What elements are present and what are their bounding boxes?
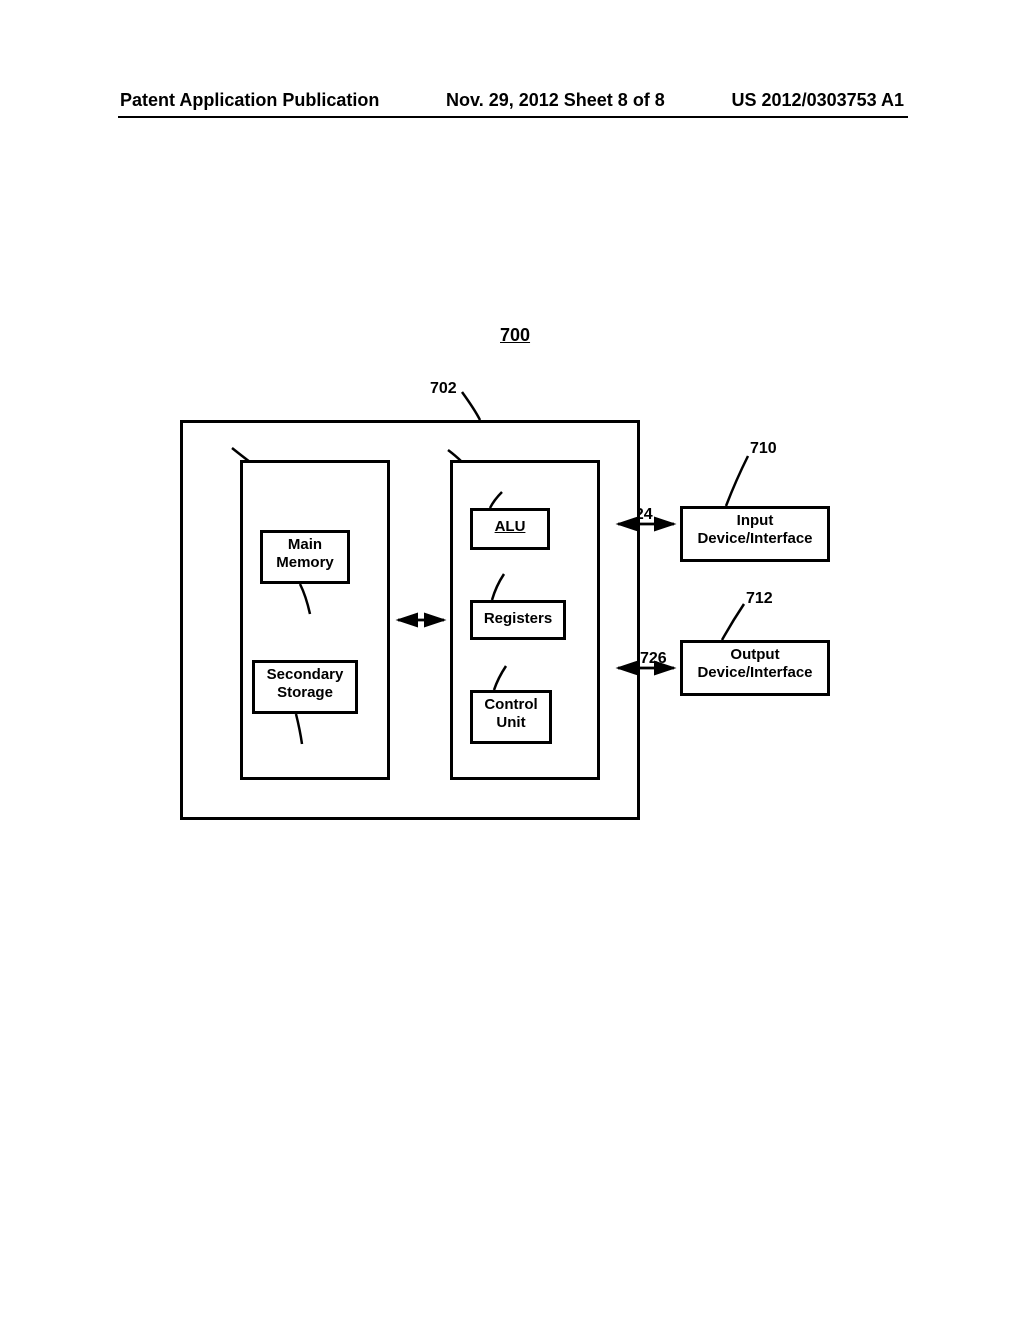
label-input-device: Input Device/Interface <box>680 512 830 548</box>
block-memory-column-706 <box>240 460 390 780</box>
label-output-device: Output Device/Interface <box>680 646 830 682</box>
page-header: Patent Application Publication Nov. 29, … <box>0 90 1024 111</box>
ref-710: 710 <box>750 440 777 458</box>
label-alu: ALU <box>470 518 550 536</box>
header-rule <box>118 116 908 118</box>
label-secondary-storage: Secondary Storage <box>252 666 358 702</box>
label-registers: Registers <box>470 610 566 628</box>
label-control-unit: Control Unit <box>470 696 552 732</box>
ref-712: 712 <box>746 590 773 608</box>
header-left: Patent Application Publication <box>120 90 379 111</box>
header-center: Nov. 29, 2012 Sheet 8 of 8 <box>446 90 665 111</box>
figure-number: 700 <box>500 325 530 346</box>
header-right: US 2012/0303753 A1 <box>732 90 904 111</box>
label-main-memory: Main Memory <box>260 536 350 572</box>
ref-702: 702 <box>430 380 457 398</box>
ref-726: 726 <box>640 650 667 668</box>
